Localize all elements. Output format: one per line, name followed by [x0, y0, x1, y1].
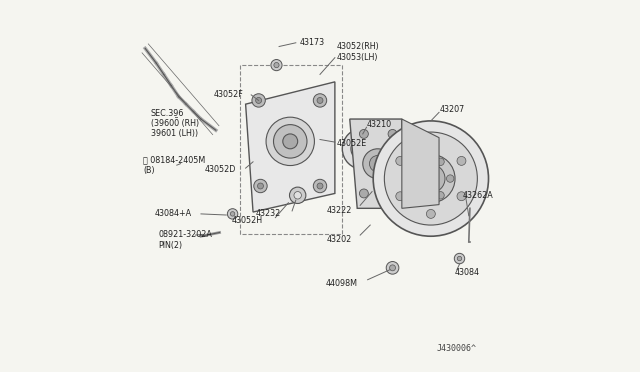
Circle shape: [426, 139, 435, 148]
Text: 43202: 43202: [326, 235, 351, 244]
Circle shape: [266, 117, 314, 166]
Circle shape: [390, 265, 396, 271]
Circle shape: [454, 253, 465, 264]
Text: 43207: 43207: [440, 105, 465, 114]
Circle shape: [314, 179, 326, 193]
Circle shape: [388, 129, 397, 138]
Circle shape: [273, 125, 307, 158]
Circle shape: [457, 256, 461, 261]
Circle shape: [447, 175, 454, 182]
Circle shape: [255, 97, 262, 103]
Circle shape: [230, 212, 235, 216]
Circle shape: [457, 157, 466, 166]
Circle shape: [437, 192, 444, 199]
Circle shape: [360, 129, 369, 138]
Circle shape: [408, 175, 415, 182]
Circle shape: [396, 157, 404, 166]
Circle shape: [417, 164, 445, 193]
Circle shape: [252, 94, 266, 107]
Circle shape: [351, 137, 374, 161]
Text: 43052F: 43052F: [214, 90, 244, 99]
Circle shape: [363, 149, 392, 179]
Circle shape: [294, 192, 301, 199]
Text: 43052H: 43052H: [231, 216, 262, 225]
Circle shape: [385, 132, 477, 225]
Text: 43052(RH)
43053(LH): 43052(RH) 43053(LH): [337, 42, 380, 62]
Circle shape: [360, 189, 369, 198]
Circle shape: [406, 154, 455, 203]
Circle shape: [396, 192, 404, 201]
Text: 43222: 43222: [326, 206, 351, 215]
Text: 44098M: 44098M: [325, 279, 357, 288]
Circle shape: [373, 121, 488, 236]
Polygon shape: [349, 119, 402, 208]
Circle shape: [271, 60, 282, 71]
Circle shape: [388, 189, 397, 198]
Text: SEC.396
(39600 (RH)
39601 (LH)): SEC.396 (39600 (RH) 39601 (LH)): [151, 109, 199, 138]
Circle shape: [283, 134, 298, 149]
Circle shape: [257, 183, 264, 189]
Circle shape: [426, 209, 435, 218]
Text: Ⓑ 08184-2405M
(B): Ⓑ 08184-2405M (B): [143, 156, 205, 175]
Text: J430006^: J430006^: [436, 344, 476, 353]
Circle shape: [274, 62, 279, 68]
Circle shape: [437, 158, 444, 166]
Text: 43262A: 43262A: [463, 191, 493, 200]
Circle shape: [317, 183, 323, 189]
Text: 43232: 43232: [256, 209, 281, 218]
Circle shape: [417, 158, 425, 166]
Circle shape: [417, 192, 425, 199]
Circle shape: [386, 262, 399, 274]
Circle shape: [342, 128, 383, 169]
Text: 43084: 43084: [454, 268, 479, 277]
Circle shape: [314, 94, 326, 107]
Text: 08921-3202A
PIN(2): 08921-3202A PIN(2): [158, 230, 212, 250]
Circle shape: [369, 155, 386, 172]
Text: 43052E: 43052E: [337, 139, 367, 148]
Circle shape: [424, 172, 438, 185]
Circle shape: [457, 192, 466, 201]
Text: 43052D: 43052D: [205, 165, 236, 174]
Circle shape: [317, 97, 323, 103]
Text: 43084+A: 43084+A: [154, 209, 191, 218]
Circle shape: [357, 143, 369, 154]
Polygon shape: [402, 119, 439, 208]
Circle shape: [254, 179, 267, 193]
Text: 43173: 43173: [300, 38, 324, 47]
Circle shape: [227, 209, 238, 219]
Circle shape: [289, 187, 306, 203]
Text: 43210: 43210: [367, 120, 392, 129]
Polygon shape: [246, 82, 335, 212]
